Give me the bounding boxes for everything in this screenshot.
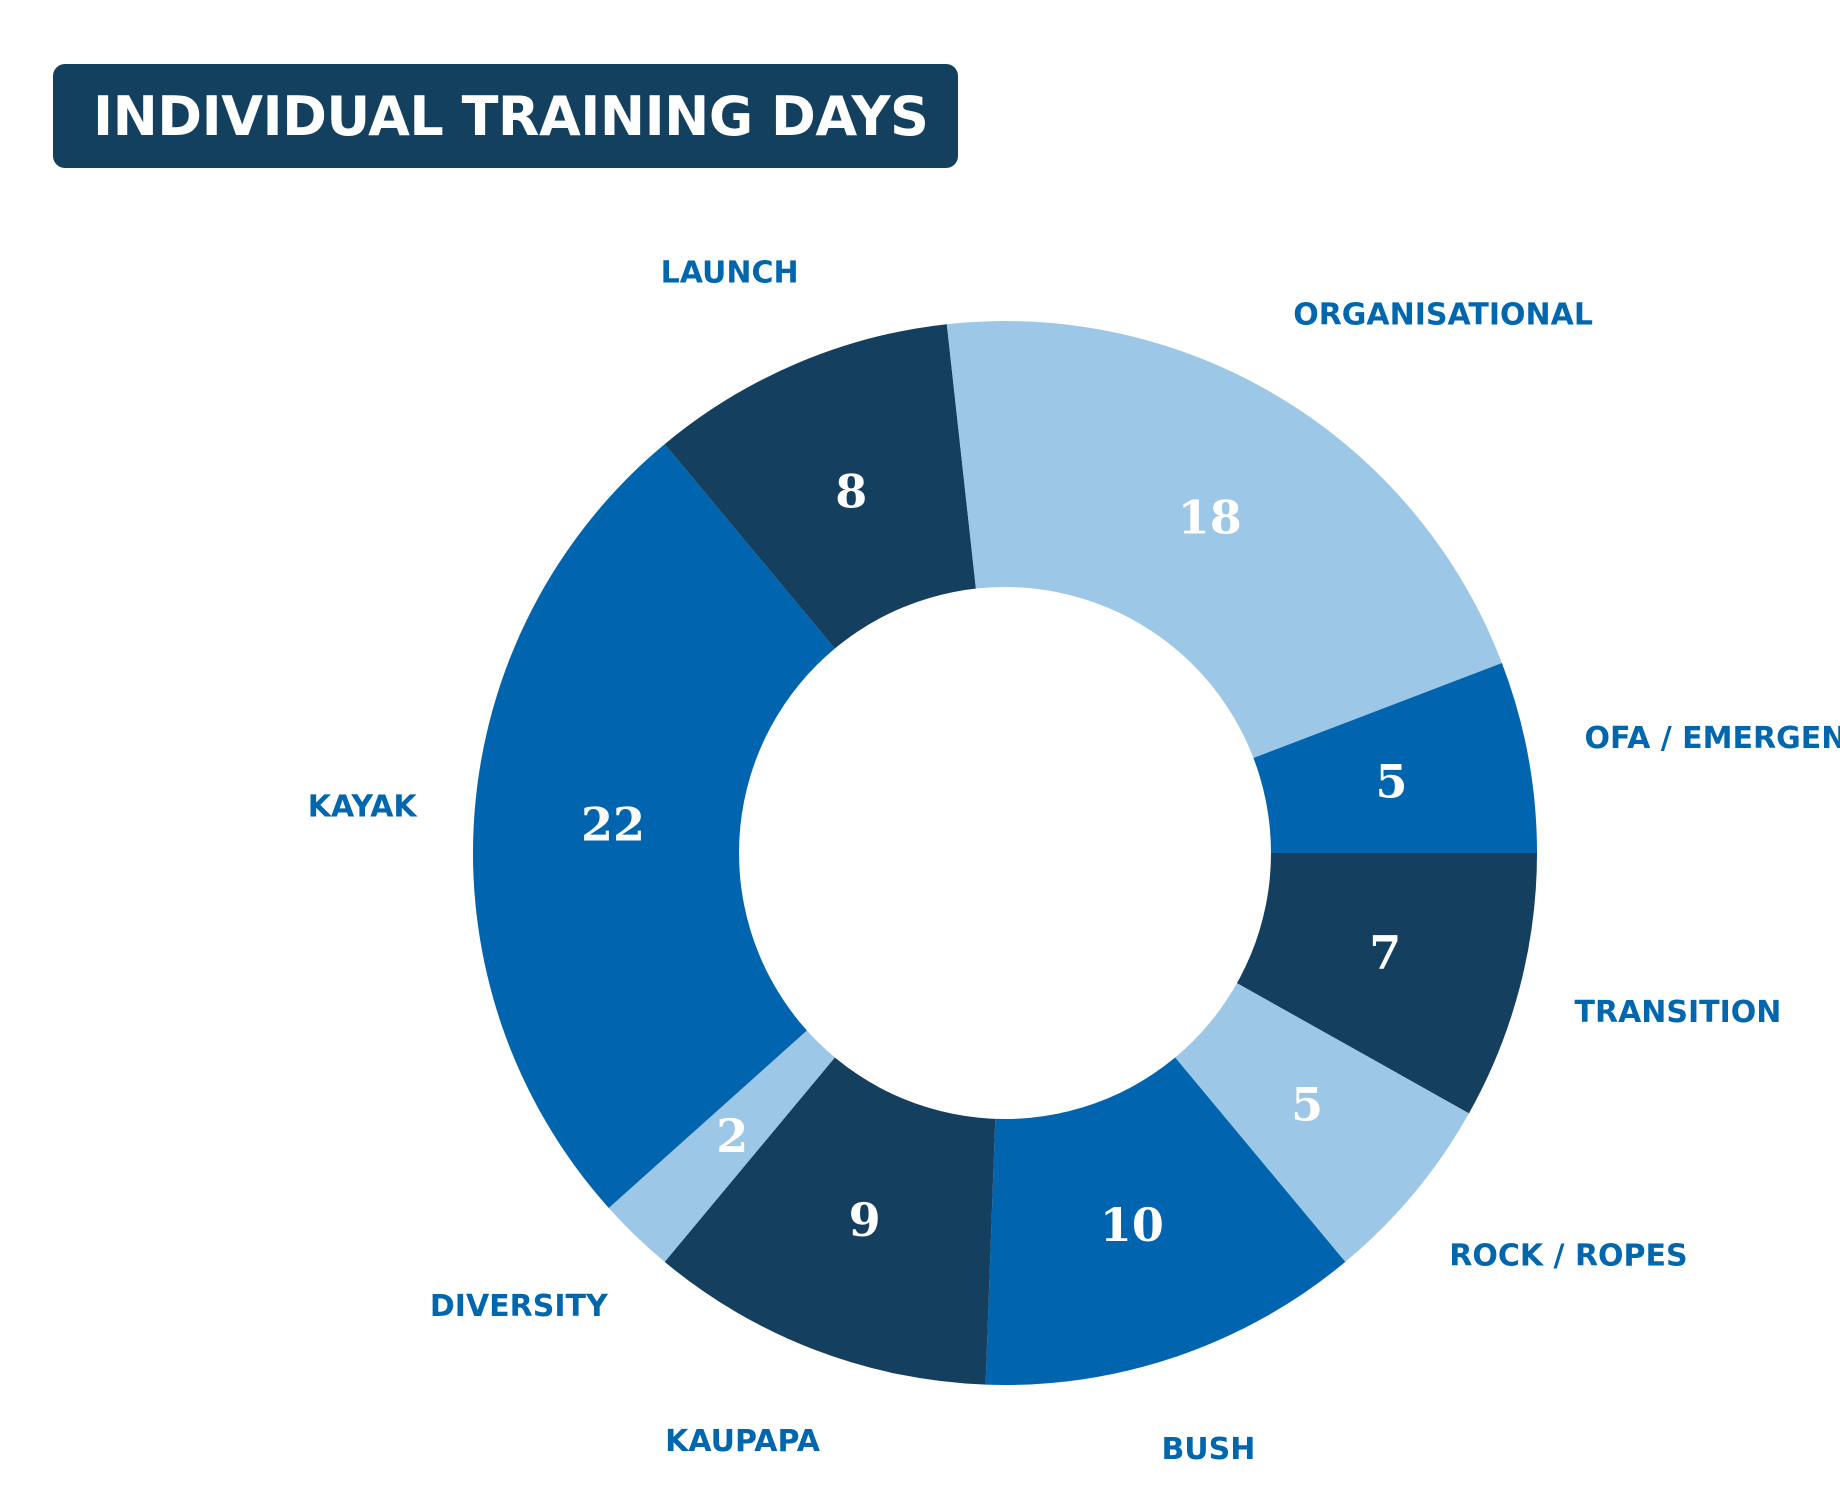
- category-label-launch: LAUNCH: [661, 256, 799, 291]
- category-label-transition: TRANSITION: [1575, 995, 1782, 1030]
- value-label-diversity: 2: [716, 1109, 748, 1163]
- category-label-kaupapa: KAUPAPA: [665, 1424, 821, 1459]
- category-label-rock-ropes: ROCK / ROPES: [1449, 1238, 1687, 1273]
- chart-title-banner: INDIVIDUAL TRAINING DAYS: [53, 64, 958, 168]
- slice-kayak: [473, 444, 1005, 1209]
- value-label-transition: 7: [1369, 925, 1401, 979]
- value-label-launch: 8: [835, 464, 867, 518]
- chart-title: INDIVIDUAL TRAINING DAYS: [93, 84, 929, 148]
- value-label-kayak: 22: [581, 797, 645, 851]
- value-label-kaupapa: 9: [849, 1193, 881, 1247]
- category-labels: TRANSITION ROCK / ROPES BUSH KAUPAPA DIVERSI…: [308, 256, 1840, 1467]
- category-label-ofa-emergency: OFA / EMERGENCY: [1585, 721, 1840, 756]
- category-label-diversity: DIVERSITY: [430, 1289, 609, 1324]
- value-label-rock-ropes: 5: [1291, 1077, 1323, 1131]
- category-label-organisational: ORGANISATIONAL: [1293, 298, 1593, 333]
- value-label-bush: 10: [1100, 1198, 1164, 1252]
- donut-hole: [739, 587, 1271, 1119]
- value-label-ofa-emergency: 5: [1375, 755, 1407, 809]
- category-label-kayak: KAYAK: [308, 790, 419, 825]
- value-label-organisational: 18: [1178, 491, 1242, 545]
- category-label-bush: BUSH: [1161, 1432, 1255, 1467]
